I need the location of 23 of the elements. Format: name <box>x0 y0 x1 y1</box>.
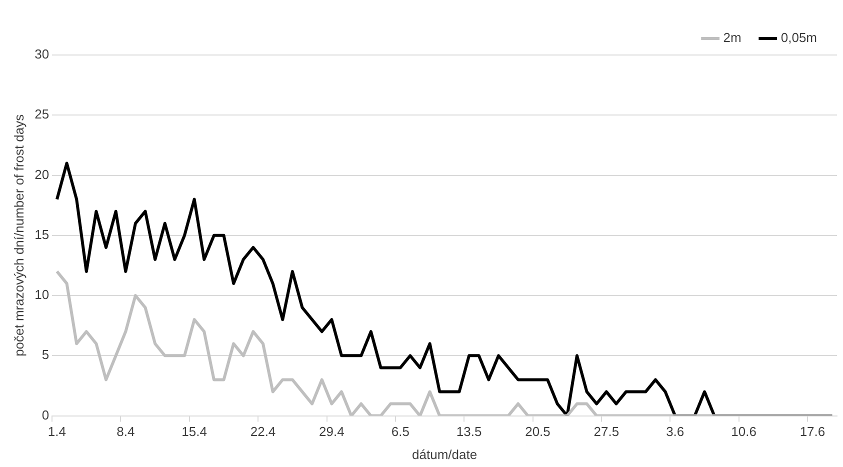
x-tick-label: 8.4 <box>116 424 135 440</box>
y-tick-label: 0 <box>42 407 50 422</box>
y-tick-label: 20 <box>34 166 50 182</box>
x-tick-label: 27.5 <box>594 424 620 440</box>
x-tick-label: 6.5 <box>391 424 410 440</box>
y-tick-label: 25 <box>34 106 50 122</box>
x-axis-title: dátum/date <box>412 446 478 462</box>
legend-label: 0,05m <box>780 30 818 46</box>
y-tick-label: 5 <box>42 347 50 362</box>
x-tick-label: 17.6 <box>800 424 826 440</box>
legend-label: 2m <box>723 30 742 46</box>
x-tick-label: 3.6 <box>666 424 684 440</box>
x-tick-label: 13.5 <box>456 424 482 440</box>
y-axis-title: počet mrazových dní/number of frost days <box>11 114 26 356</box>
x-tick-label: 1.4 <box>48 424 66 440</box>
y-tick-label: 10 <box>34 287 50 302</box>
x-tick-label: 20.5 <box>525 424 550 440</box>
x-tick-label: 22.4 <box>250 424 276 440</box>
y-tick-label: 15 <box>34 226 50 242</box>
x-tick-label: 15.4 <box>182 424 207 440</box>
x-tick-label: 10.6 <box>731 424 756 440</box>
x-tick-label: 29.4 <box>319 424 344 440</box>
y-tick-label: 30 <box>34 46 50 62</box>
